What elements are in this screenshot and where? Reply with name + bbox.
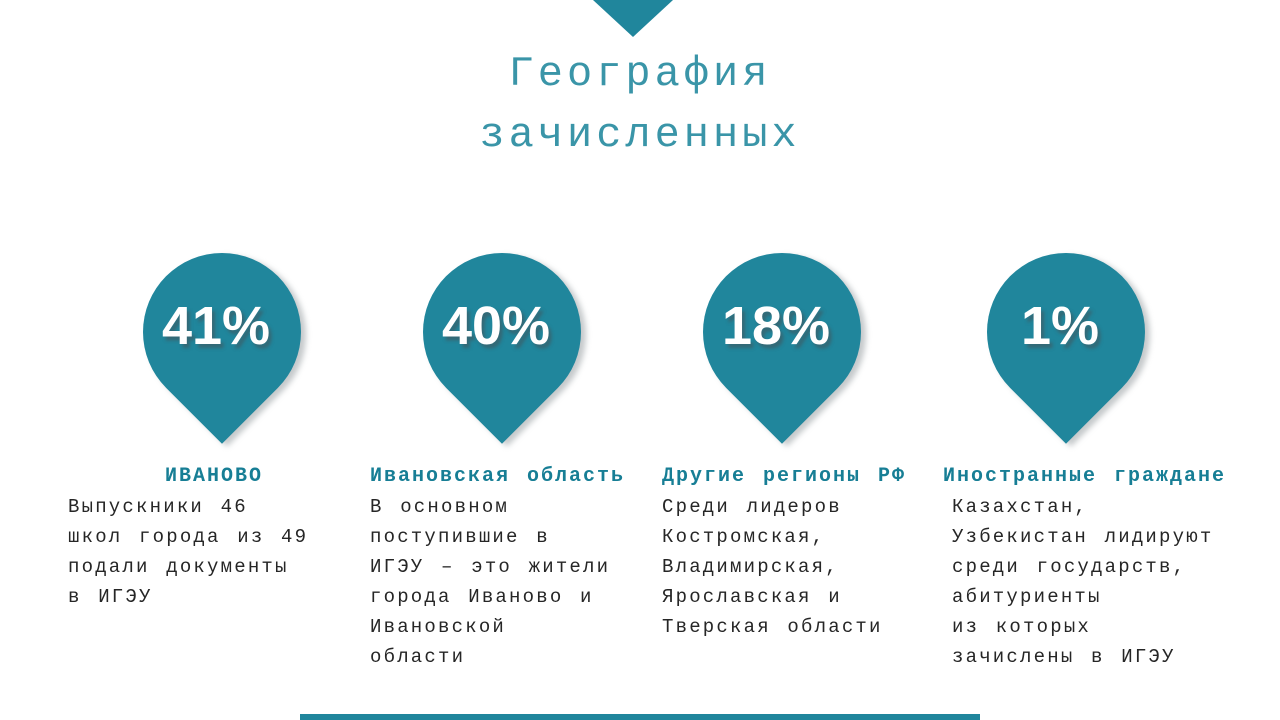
pin-shape: 1% [954, 220, 1178, 444]
column-header: Другие регионы РФ [662, 465, 907, 488]
column-body: Казахстан, Узбекистан лидируют среди гос… [952, 496, 1214, 668]
title-line-1: География [508, 50, 772, 98]
pin-shape: 40% [390, 220, 614, 444]
column-foreign: Иностранные граждане Казахстан, Узбекист… [943, 464, 1235, 672]
percent-label: 41% [161, 296, 271, 356]
pin-shape: 18% [670, 220, 894, 444]
pin-shape: 41% [110, 220, 334, 444]
map-pin-foreign: 1% [954, 220, 1178, 453]
column-ivanovo-region: Ивановская область В основном поступивши… [370, 464, 642, 672]
column-ivanovo: ИВАНОВО Выпускники 46 школ города из 49 … [68, 464, 360, 612]
column-body: В основном поступившие в ИГЭУ – это жите… [370, 496, 611, 668]
column-body: Среди лидеров Костромская, Владимирская,… [662, 496, 883, 638]
down-arrow-icon [593, 0, 673, 37]
title-line-2: зачисленных [479, 111, 801, 159]
slide-title: География зачисленных [0, 44, 1280, 166]
percent-label: 1% [1020, 296, 1100, 356]
column-body: Выпускники 46 школ города из 49 подали д… [68, 496, 309, 608]
map-pin-ivanovo-region: 40% [390, 220, 614, 453]
map-pin-ivanovo: 41% [110, 220, 334, 453]
percent-label: 18% [721, 296, 831, 356]
column-header: Ивановская область [370, 465, 626, 488]
bottom-accent-bar [300, 714, 980, 720]
percent-label: 40% [441, 296, 551, 356]
map-pin-other-regions: 18% [670, 220, 894, 453]
column-other-regions: Другие регионы РФ Среди лидеров Костромс… [662, 464, 918, 642]
column-header: ИВАНОВО [164, 465, 263, 488]
column-header: Иностранные граждане [943, 465, 1227, 488]
